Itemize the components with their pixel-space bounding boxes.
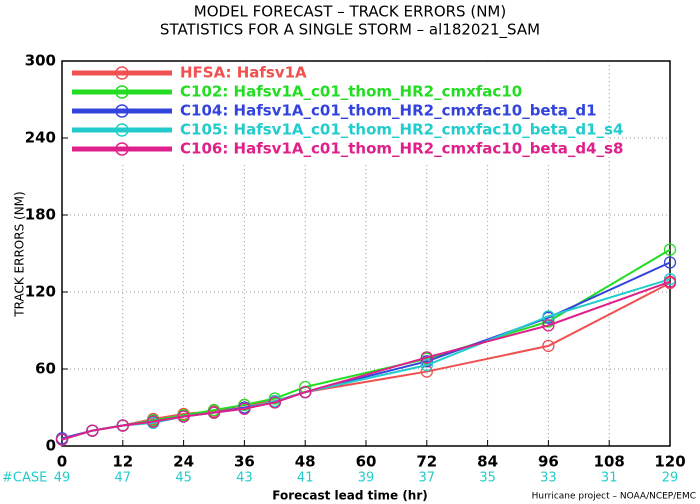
legend-marker: [115, 142, 129, 156]
case-count: 49: [54, 471, 71, 486]
case-count: 41: [297, 471, 314, 486]
point: [299, 385, 312, 399]
point: [116, 419, 129, 432]
point: [663, 275, 677, 288]
y-tick-label: 300: [25, 52, 56, 70]
x-axis-label: Forecast lead time (hr): [272, 489, 428, 503]
point: [420, 355, 433, 368]
x-tick-label: 120: [654, 453, 685, 471]
legend-label: C102: Hafsv1A_c01_thom_HR2_cmxfac10: [180, 83, 522, 101]
case-count: 33: [540, 471, 557, 486]
chart-title: MODEL FORECAST – TRACK ERRORS (NM): [194, 3, 506, 21]
chart-subtitle: STATISTICS FOR A SINGLE STORM – al182021…: [160, 21, 540, 40]
y-tick-label: 0: [46, 437, 56, 455]
point: [420, 358, 433, 372]
case-count: 31: [601, 471, 618, 486]
point: [207, 406, 221, 419]
case-count: 29: [662, 471, 679, 486]
legend-label: C105: Hafsv1A_c01_thom_HR2_cmxfac10_beta…: [180, 121, 623, 139]
y-tick-label: 120: [25, 283, 56, 301]
y-tick-label: 180: [25, 206, 56, 224]
x-tick-label: 72: [416, 453, 437, 471]
legend-marker: [115, 85, 129, 99]
case-count: 39: [358, 471, 375, 486]
legend-label: C104: Hafsv1A_c01_thom_HR2_cmxfac10_beta…: [180, 102, 597, 120]
y-tick-label: 60: [35, 360, 56, 378]
x-tick-label: 84: [477, 453, 498, 471]
legend-label: HFSA: Hafsv1A: [180, 64, 307, 82]
legend-label: C106: Hafsv1A_c01_thom_HR2_cmxfac10_beta…: [180, 140, 623, 158]
point: [420, 351, 433, 364]
point: [177, 410, 190, 423]
x-tick-label: 24: [173, 453, 194, 471]
x-tick-label: 48: [295, 453, 316, 471]
point: [55, 433, 69, 446]
series-line: [61, 248, 671, 441]
case-label: #CASE: [2, 471, 47, 486]
point: [663, 243, 677, 256]
point: [542, 319, 555, 332]
legend-marker: [115, 66, 129, 80]
footer: Hurricane project – NOAA/NCEP/EMC: [532, 492, 696, 502]
point: [542, 310, 555, 323]
x-tick-label: 96: [538, 453, 559, 471]
point: [86, 424, 99, 437]
case-count: 43: [236, 471, 253, 486]
y-tick-label: 240: [25, 129, 56, 147]
legend-marker: [115, 123, 129, 137]
point: [542, 339, 555, 353]
case-count: 35: [479, 471, 496, 486]
x-tick-label: 12: [112, 453, 133, 471]
series-line: [61, 261, 671, 440]
legend-marker: [115, 104, 129, 118]
case-count: 37: [419, 471, 436, 486]
x-tick-label: 60: [356, 453, 377, 471]
point: [147, 415, 160, 428]
point: [238, 402, 251, 415]
plot-frame: [61, 60, 671, 447]
case-count: 45: [175, 471, 192, 486]
x-tick-label: 108: [594, 453, 625, 471]
x-tick-label: 36: [234, 453, 255, 471]
x-tick-label: 0: [57, 453, 67, 471]
y-axis-label: TRACK ERRORS (NM): [13, 191, 27, 317]
case-count: 47: [115, 471, 132, 486]
point: [268, 396, 281, 409]
point: [663, 256, 677, 269]
